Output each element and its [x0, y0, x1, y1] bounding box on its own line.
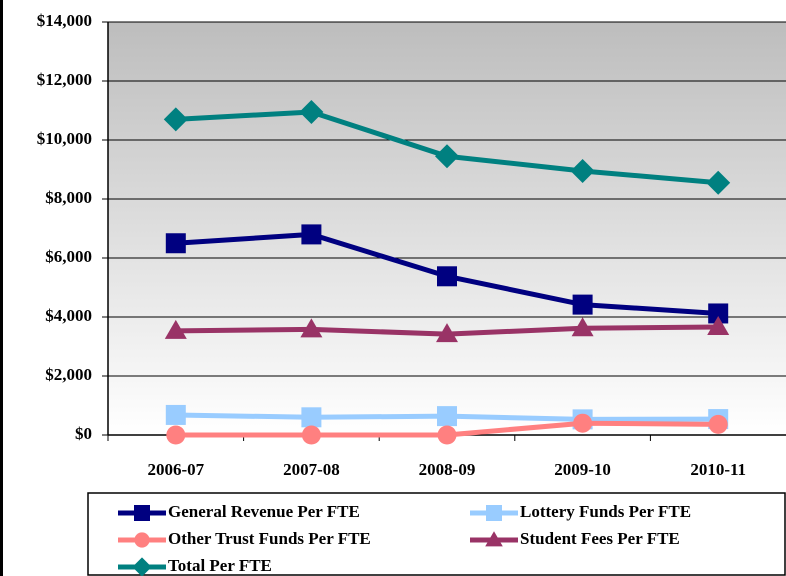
- marker: [570, 158, 595, 183]
- marker: [165, 404, 186, 425]
- legend-box: [87, 492, 786, 576]
- y-tick-label: $14,000: [37, 11, 92, 30]
- marker: [706, 170, 731, 195]
- y-tick-label: $0: [75, 424, 92, 443]
- marker: [437, 266, 457, 287]
- marker: [165, 233, 186, 254]
- marker: [437, 406, 457, 427]
- marker: [134, 505, 150, 521]
- x-tick-label: 2006-07: [147, 460, 204, 479]
- marker: [573, 413, 593, 433]
- legend-label: General Revenue Per FTE: [168, 502, 360, 521]
- x-tick-label: 2009-10: [554, 460, 611, 479]
- page-border: [0, 0, 3, 576]
- legend-label: Student Fees Per FTE: [520, 529, 680, 548]
- marker: [437, 425, 457, 445]
- marker: [436, 323, 458, 343]
- y-tick-label: $6,000: [45, 247, 92, 266]
- y-tick-label: $4,000: [45, 306, 92, 325]
- x-tick-label: 2008-09: [419, 460, 476, 479]
- legend-label: Other Trust Funds Per FTE: [168, 529, 371, 548]
- marker: [301, 407, 322, 428]
- marker: [301, 224, 322, 245]
- x-tick-label: 2010-11: [690, 460, 746, 479]
- marker: [435, 144, 459, 169]
- marker: [571, 317, 594, 337]
- marker: [300, 318, 323, 338]
- marker: [707, 316, 730, 336]
- marker: [166, 425, 186, 445]
- marker: [708, 414, 728, 434]
- marker: [132, 557, 152, 576]
- marker: [301, 425, 321, 445]
- y-tick-label: $8,000: [45, 188, 92, 207]
- x-tick-label: 2007-08: [283, 460, 340, 479]
- marker: [708, 303, 729, 324]
- y-tick-label: $10,000: [37, 129, 92, 148]
- y-tick-label: $12,000: [37, 70, 92, 89]
- marker: [134, 532, 150, 548]
- marker: [486, 505, 502, 521]
- marker: [163, 107, 188, 132]
- marker: [485, 531, 503, 547]
- marker: [572, 294, 593, 315]
- plot-area: [108, 22, 786, 435]
- marker: [299, 99, 324, 124]
- y-tick-label: $2,000: [45, 365, 92, 384]
- marker: [164, 319, 187, 339]
- legend-label: Total Per FTE: [168, 556, 272, 575]
- legend-label: Lottery Funds Per FTE: [520, 502, 691, 521]
